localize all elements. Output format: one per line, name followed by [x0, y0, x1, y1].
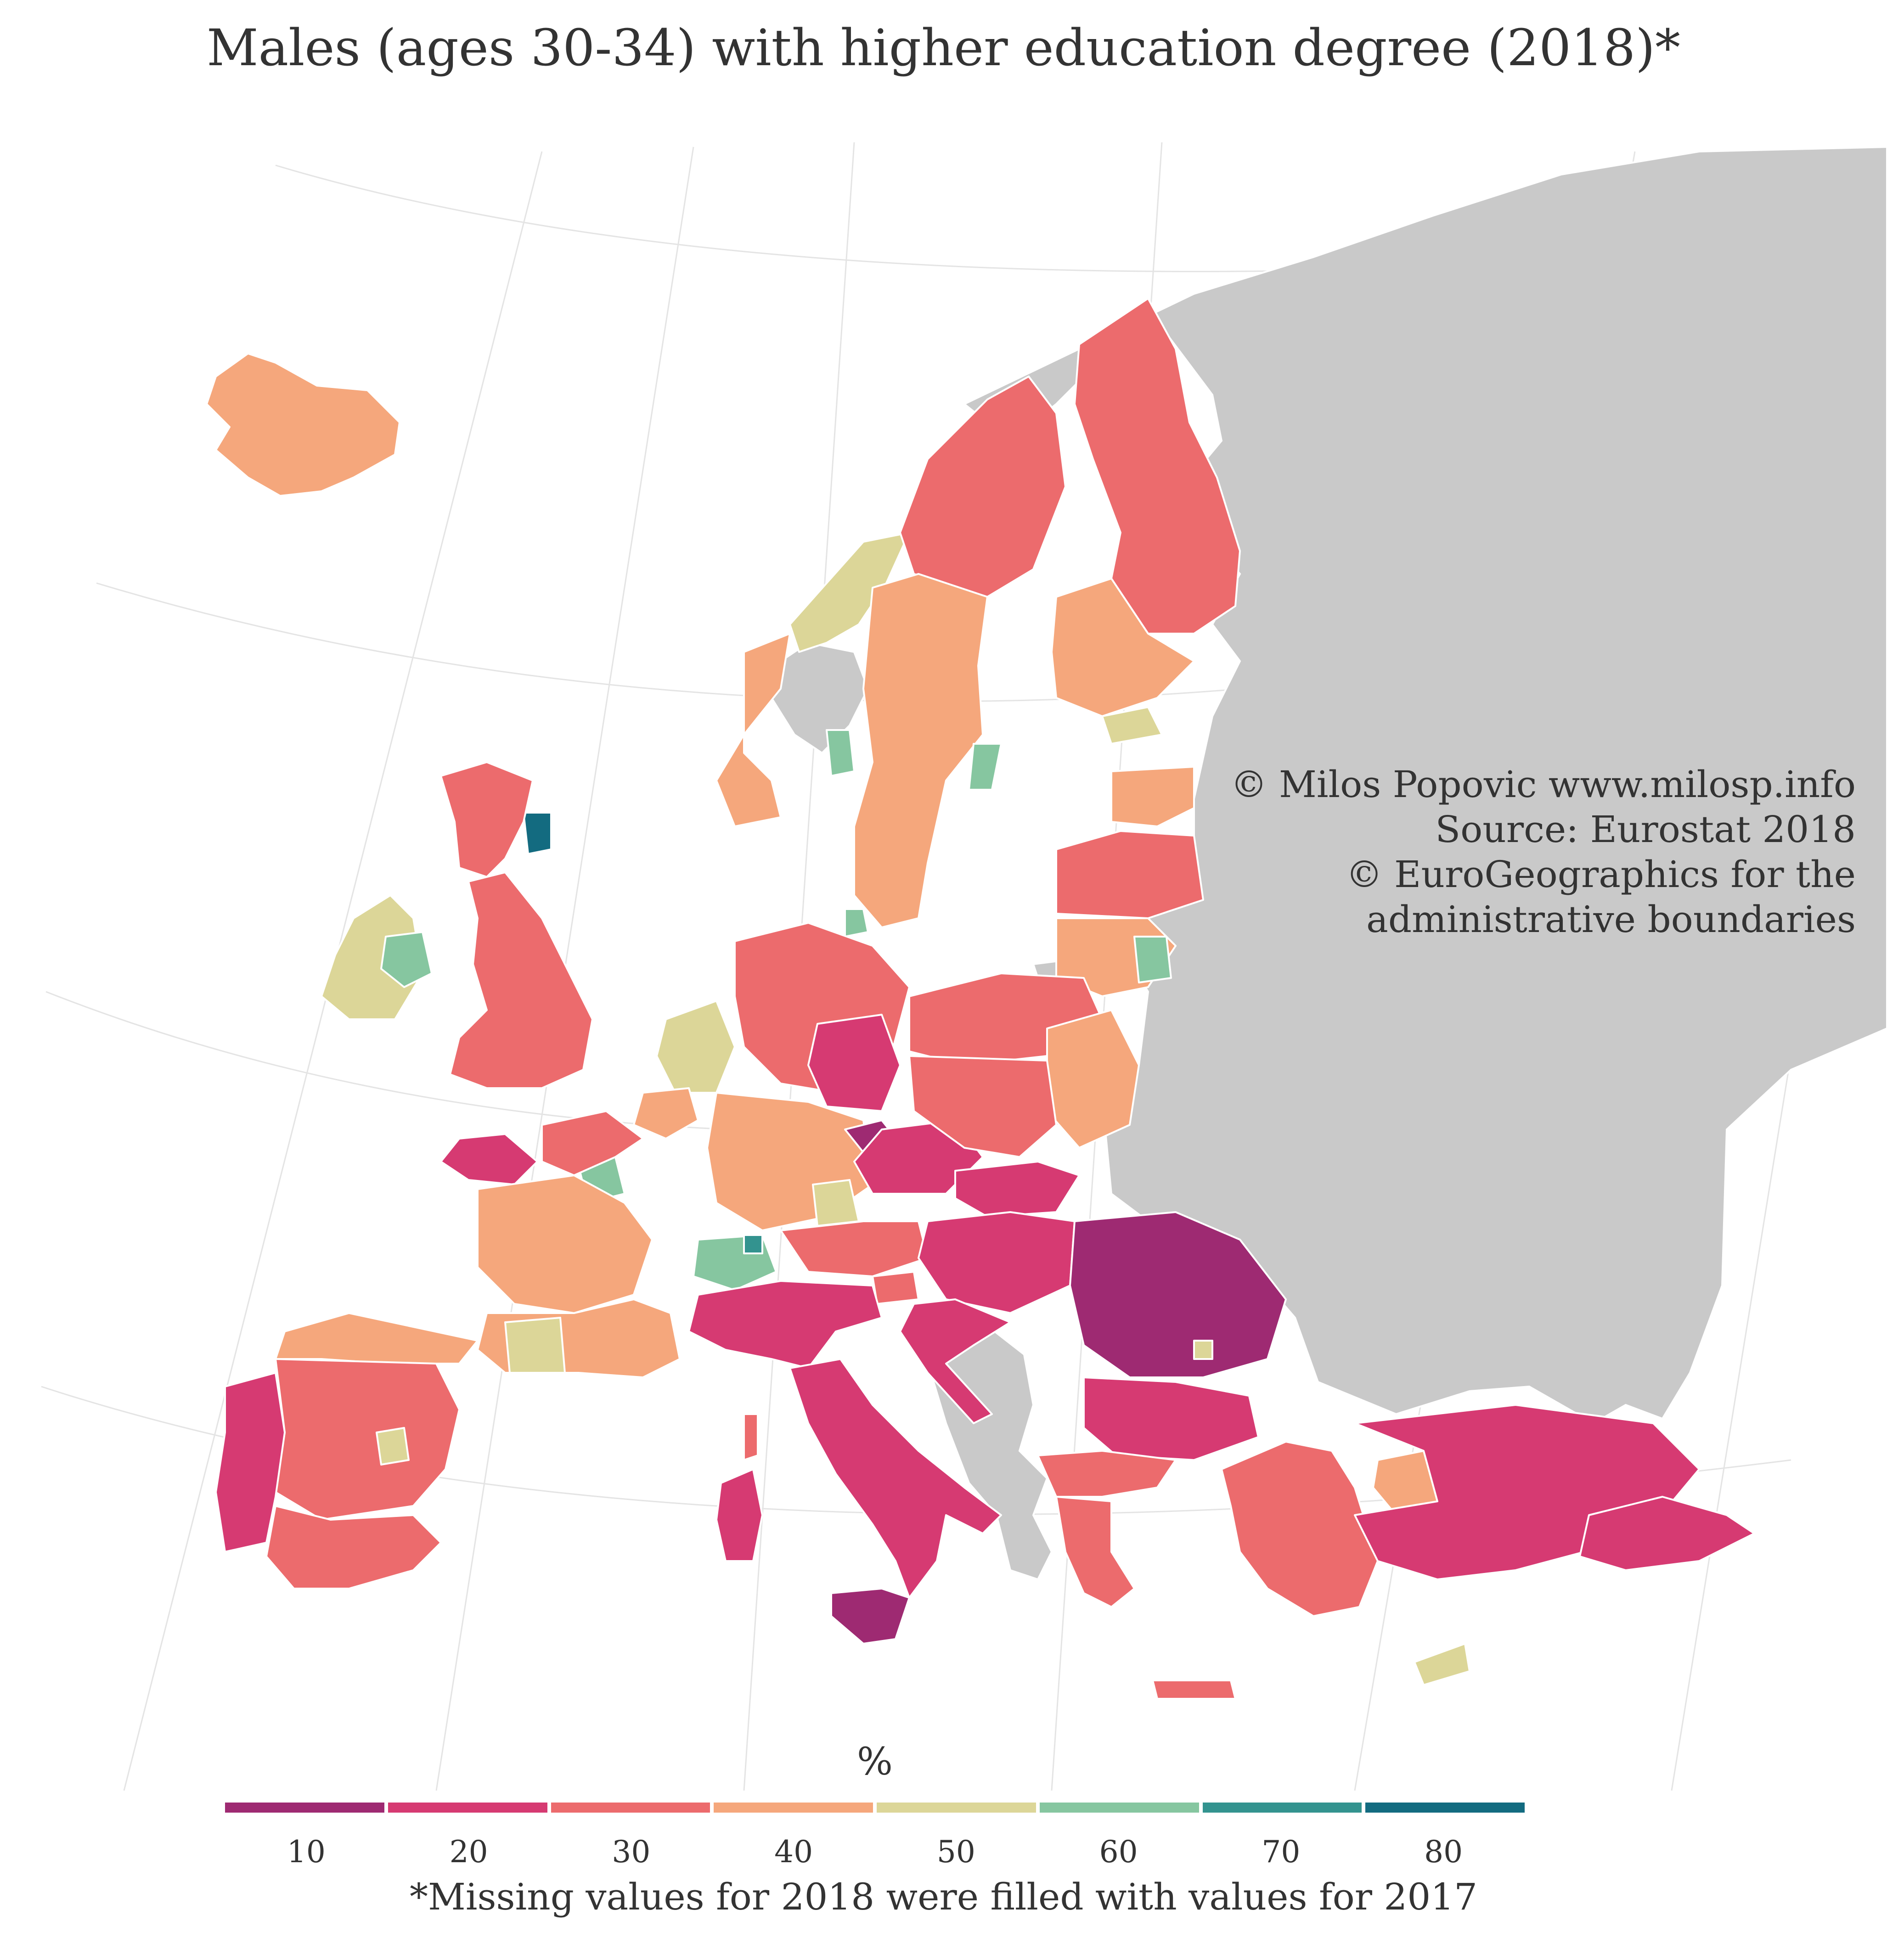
legend-tick-label: 70: [1262, 1834, 1301, 1870]
region-switzerland: [693, 1234, 777, 1291]
region-germany-east: [807, 1014, 901, 1112]
region-belgium: [633, 1087, 699, 1140]
region-spain-north: [275, 1312, 479, 1365]
legend-title: %: [857, 1740, 893, 1784]
region-denmark-copenhagen: [844, 908, 869, 938]
legend-tick-label: 30: [612, 1834, 651, 1870]
region-france-toulouse: [504, 1317, 566, 1374]
region-corsica: [743, 1413, 759, 1461]
region-scotland-north: [440, 761, 534, 878]
credit-author: © Milos Popovic www.milosp.info: [1230, 763, 1856, 806]
region-netherlands: [656, 1000, 736, 1094]
region-sweden-south: [853, 573, 988, 928]
legend-tick-label: 40: [774, 1834, 813, 1870]
region-ireland-dublin: [380, 931, 433, 988]
region-estonia: [1110, 766, 1195, 827]
region-austria: [780, 1220, 929, 1277]
legend-swatch-50: [877, 1803, 1036, 1813]
region-turkey-west: [1221, 1441, 1379, 1617]
region-sweden-north: [899, 376, 1066, 598]
legend-swatch-70: [1202, 1803, 1362, 1813]
legend-tick-label: 50: [936, 1834, 975, 1870]
region-turkey-south-east: [1579, 1496, 1755, 1571]
region-finland-north: [1074, 298, 1241, 635]
footnote: *Missing values for 2018 were filled wit…: [409, 1876, 1478, 1918]
region-slovakia: [954, 1161, 1080, 1218]
legend-swatch-80: [1365, 1803, 1525, 1813]
map-title: Males (ages 30-34) with higher education…: [206, 18, 1680, 77]
region-italy-north: [688, 1280, 883, 1369]
norway-no-data: [770, 641, 869, 754]
credit-boundaries-cont: administrative boundaries: [1366, 898, 1856, 941]
region-england-south-east: [449, 871, 593, 1089]
region-portugal: [215, 1372, 286, 1553]
region-slovenia: [872, 1271, 919, 1305]
region-switzerland-zurich: [743, 1234, 763, 1254]
legend-swatch-40: [714, 1803, 873, 1813]
region-greece-north: [1037, 1450, 1177, 1498]
region-france-north-west: [541, 1110, 644, 1176]
region-france-centre: [477, 1174, 653, 1314]
legend-swatch-30: [551, 1803, 710, 1813]
region-ireland-west: [321, 894, 423, 1020]
legend-swatch-10: [225, 1803, 384, 1813]
region-greece-south: [1055, 1496, 1135, 1608]
credit-source: Source: Eurostat 2018: [1435, 808, 1856, 851]
region-norway-oslo: [826, 729, 855, 777]
region-hungary: [918, 1211, 1076, 1314]
region-croatia: [899, 1298, 1011, 1424]
region-sardinia: [715, 1468, 763, 1562]
legend-tick-label: 80: [1424, 1834, 1463, 1870]
legend-tick-label: 10: [287, 1834, 326, 1870]
legend-color-bar: [225, 1803, 1525, 1813]
legend-tick-label: 60: [1099, 1834, 1138, 1870]
region-bulgaria: [1083, 1376, 1259, 1461]
region-crete: [1152, 1679, 1236, 1700]
region-germany-munich: [812, 1179, 860, 1227]
region-italy-south: [789, 1358, 1002, 1599]
credit-boundaries: © EuroGeographics for the: [1346, 853, 1856, 896]
region-cyprus: [1414, 1643, 1470, 1686]
region-norway-north: [789, 532, 910, 653]
region-romania-bucharest: [1193, 1340, 1213, 1360]
region-norway-west: [715, 633, 791, 827]
region-spain-south: [265, 1505, 442, 1589]
region-sweden-stockholm: [968, 743, 1002, 791]
region-spain-madrid: [376, 1427, 410, 1466]
region-sicily: [830, 1588, 910, 1645]
legend-swatch-60: [1039, 1803, 1199, 1813]
region-lithuania-vilnius: [1133, 936, 1172, 983]
region-finland-helsinki: [1101, 706, 1163, 745]
region-france-brittany: [440, 1133, 538, 1185]
legend-tick-labels: 10 20 30 40 50 60 70 80: [225, 1834, 1525, 1871]
region-poland-east: [1046, 1009, 1140, 1149]
data-regions: [206, 298, 1755, 1700]
legend-swatch-20: [388, 1803, 547, 1813]
region-romania: [1069, 1211, 1287, 1378]
region-spain-centre: [275, 1358, 460, 1521]
map-credits: © Milos Popovic www.milosp.info Source: …: [1231, 762, 1856, 942]
region-scotland-aberdeen: [523, 812, 552, 855]
region-latvia: [1055, 830, 1204, 919]
region-finland-south: [1051, 578, 1195, 717]
region-iceland: [206, 353, 400, 497]
region-poland-south: [908, 1055, 1057, 1158]
legend-tick-label: 20: [449, 1834, 488, 1870]
